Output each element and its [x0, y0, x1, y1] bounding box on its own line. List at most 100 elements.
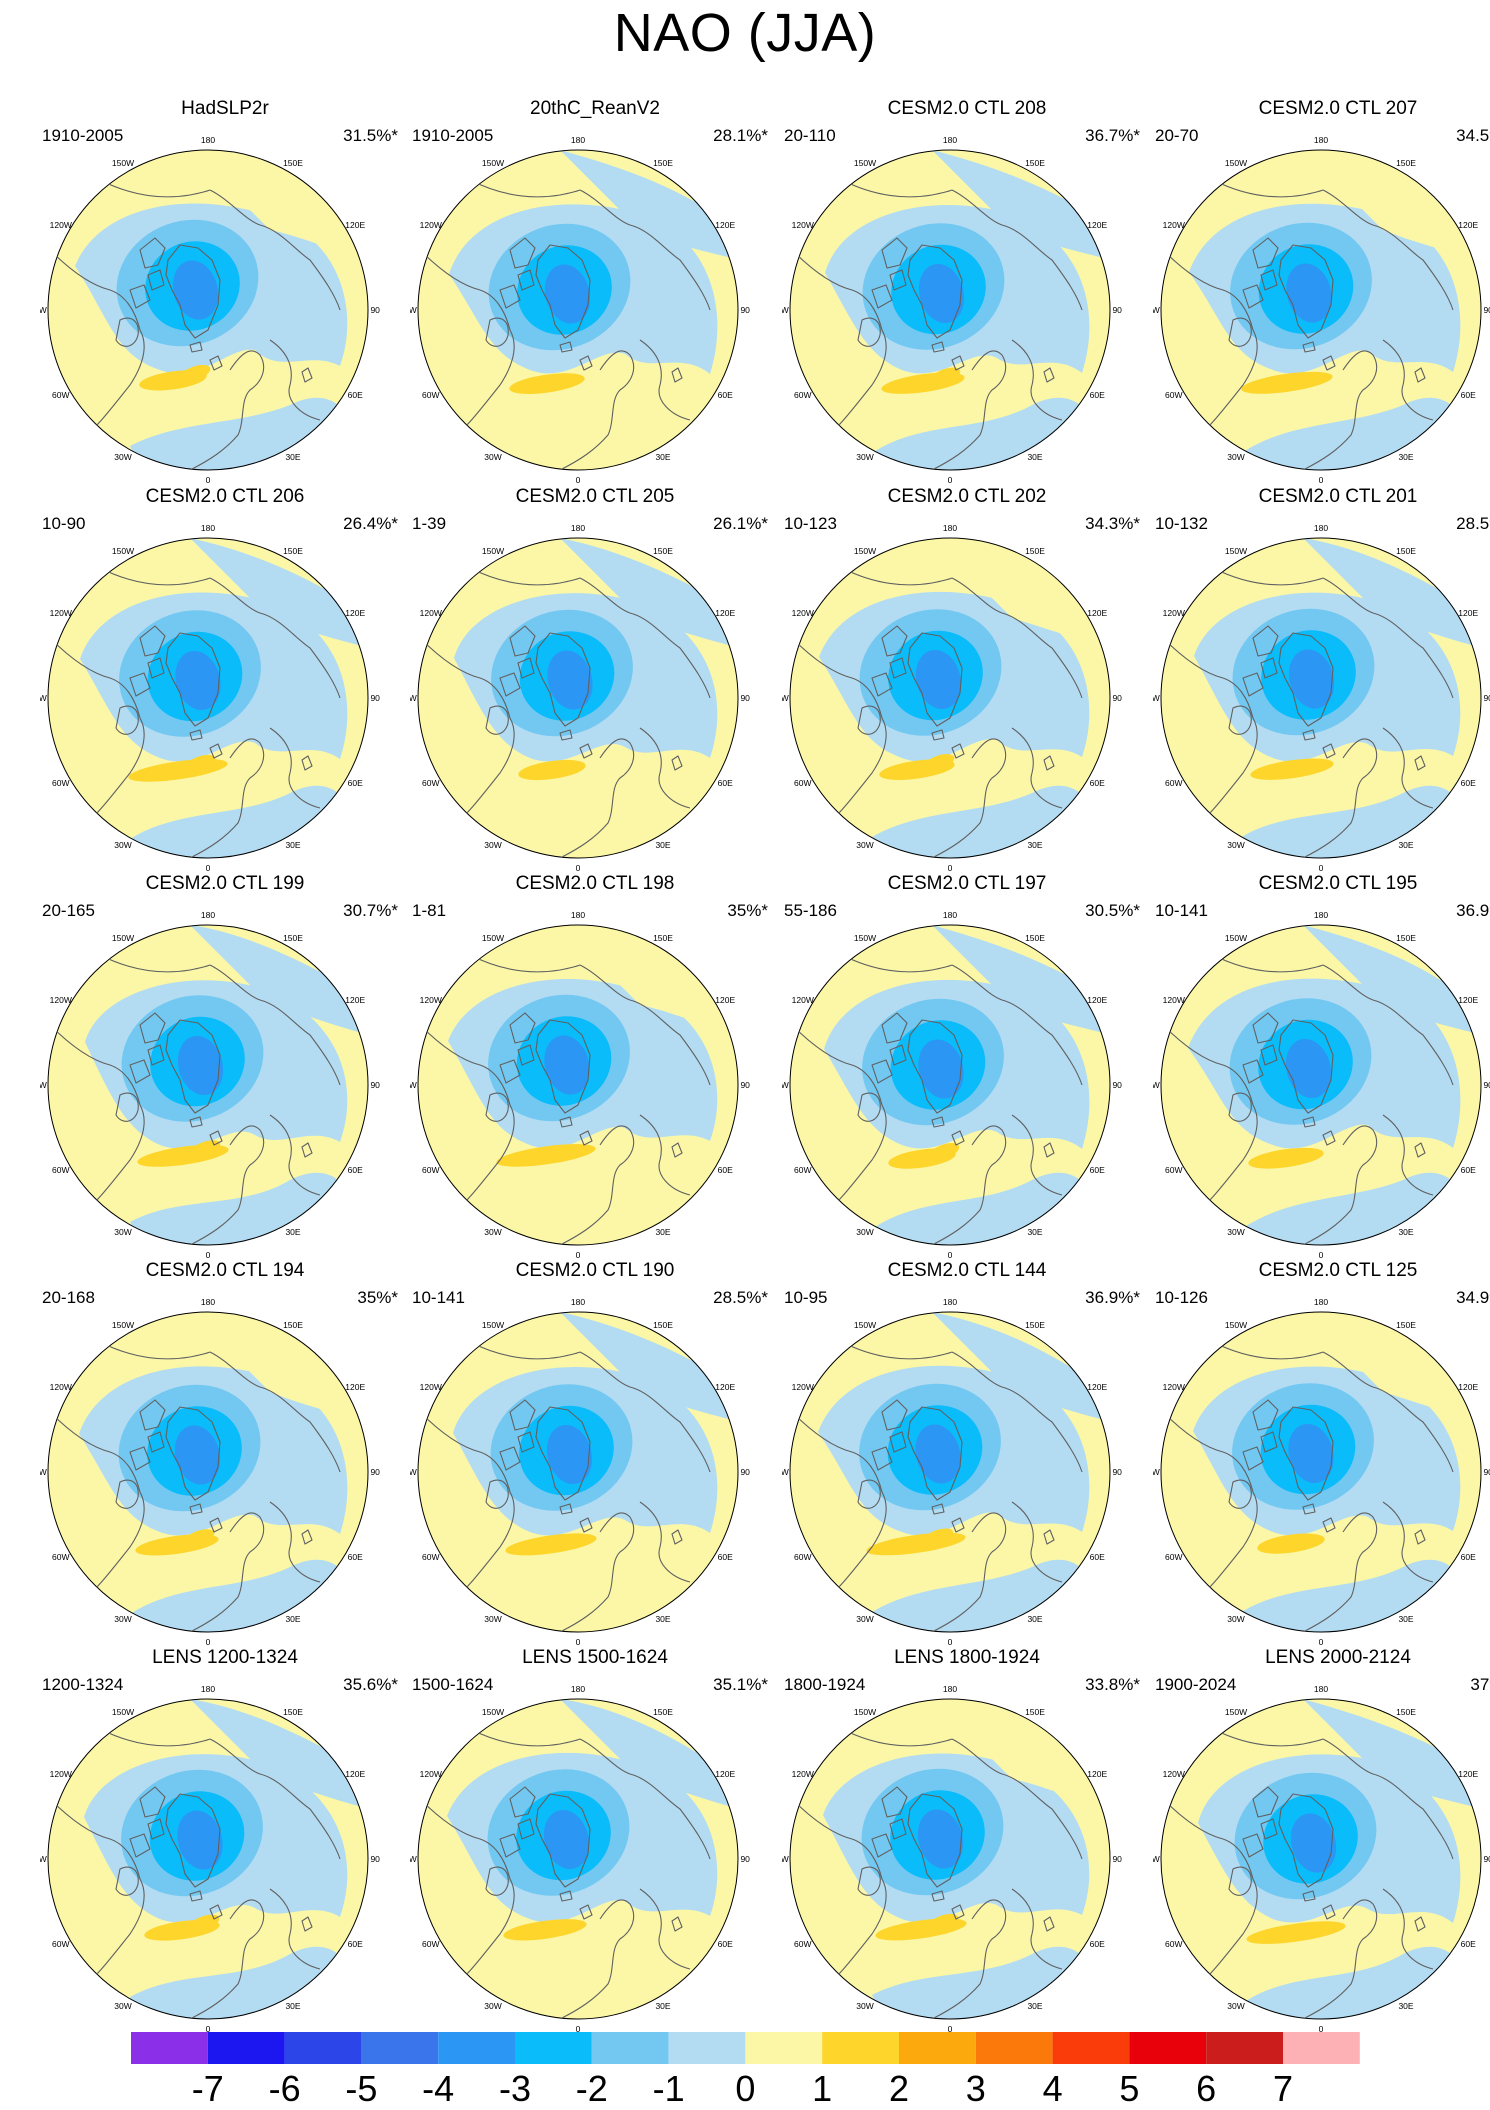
lon-label: 120W	[50, 1382, 72, 1392]
lon-label: 180	[1314, 910, 1328, 920]
lon-label: 90E	[740, 693, 750, 703]
map-panel: CESM2.0 CTL 207 20-70 34.5%* 180 150E 120E 90E…	[1153, 98, 1490, 485]
map-field	[1161, 1312, 1481, 1632]
polar-map: 180 150E 120E 90E 60E 30E 0 30W 60W 90W 120W 150W	[782, 1684, 1122, 2034]
lon-label: 90W	[40, 1854, 47, 1864]
lon-label: 30W	[1227, 840, 1244, 850]
lon-label: 120E	[345, 608, 365, 618]
panel-variance-explained: 35%*	[357, 1288, 398, 1307]
lon-label: 150W	[854, 158, 876, 168]
coastlines	[791, 1728, 1083, 2019]
panel-variance-explained: 31.5%*	[343, 126, 398, 145]
panel-variance-explained: 36.9%*	[1456, 901, 1490, 920]
panel-title: LENS 2000-2124	[1265, 1647, 1411, 1668]
lon-label: 150E	[1396, 1707, 1416, 1717]
lon-label: 60W	[422, 1552, 439, 1562]
map-field	[1161, 1699, 1481, 2019]
lon-label: 90E	[740, 1854, 750, 1864]
panel-period: 10-141	[1155, 901, 1208, 920]
polar-map: 180 150E 120E 90E 60E 30E 0 30W 60W 90W 120W 150W	[410, 135, 750, 485]
lon-label: 60W	[1165, 1552, 1182, 1562]
lon-label: 150E	[1396, 158, 1416, 168]
map-field	[790, 150, 1110, 470]
lon-label: 90W	[1153, 1854, 1160, 1864]
colorbar-tick-label: -4	[422, 2068, 455, 2109]
coastlines	[1162, 954, 1454, 1245]
lon-label: 60E	[718, 1939, 733, 1949]
lon-label: 30E	[1027, 840, 1042, 850]
lon-label: 30W	[1227, 1227, 1244, 1237]
coastlines	[49, 567, 341, 858]
lon-label: 180	[1314, 1684, 1328, 1694]
lon-label: 30W	[484, 2001, 501, 2011]
lon-label: 0	[206, 475, 211, 485]
polar-map: 180 150E 120E 90E 60E 30E 0 30W 60W 90W 120W 150W	[1153, 910, 1490, 1260]
lon-label: 30E	[1398, 1227, 1413, 1237]
panel-period: 1910-2005	[42, 126, 124, 145]
polar-map: 180 150E 120E 90E 60E 30E 0 30W 60W 90W 120W 150W	[410, 910, 750, 1260]
colorbar-swatch	[284, 2032, 362, 2064]
lon-label: 30W	[484, 1614, 501, 1624]
lon-label: 120E	[345, 1769, 365, 1779]
panel-title: HadSLP2r	[181, 98, 269, 119]
lon-label: 150W	[112, 546, 134, 556]
lon-label: 120W	[50, 1769, 72, 1779]
panel-period: 10-132	[1155, 514, 1208, 533]
coastlines	[419, 179, 711, 470]
lon-label: 90E	[1483, 1080, 1490, 1090]
lon-label: 60W	[1165, 1165, 1182, 1175]
lon-label: 150W	[482, 1320, 504, 1330]
lon-label: 150E	[653, 1707, 673, 1717]
coastlines	[49, 179, 341, 470]
panel-title: CESM2.0 CTL 125	[1258, 1260, 1418, 1281]
polar-map: 180 150E 120E 90E 60E 30E 0 30W 60W 90W 120W 150W	[40, 523, 380, 873]
lon-label: 60W	[422, 1165, 439, 1175]
lon-label: 60E	[718, 1552, 733, 1562]
panel-variance-explained: 34.9%*	[1456, 1288, 1490, 1307]
lon-label: 90E	[1112, 693, 1122, 703]
lon-label: 120W	[1163, 1769, 1185, 1779]
lon-label: 60E	[348, 1165, 363, 1175]
panel-period: 10-95	[784, 1288, 828, 1307]
lon-label: 120E	[1087, 1769, 1107, 1779]
colorbar-swatch	[438, 2032, 515, 2064]
lon-label: 180	[943, 523, 957, 533]
lon-label: 180	[571, 910, 585, 920]
lon-label: 60E	[348, 1552, 363, 1562]
lon-label: 30E	[655, 840, 670, 850]
colorbar-tick-label: -3	[498, 2068, 532, 2109]
lon-label: 150W	[482, 1707, 504, 1717]
map-panel: LENS 2000-2124 1900-2024 37%* 180 150E 120E 90…	[1153, 1647, 1490, 2034]
coastlines	[419, 567, 711, 858]
panel-variance-explained: 26.1%*	[713, 514, 768, 533]
panel-title: CESM2.0 CTL 202	[887, 486, 1047, 507]
lon-label: 60E	[718, 1165, 733, 1175]
colorbar-tick-label: -7	[191, 2068, 224, 2109]
panel-title: CESM2.0 CTL 207	[1258, 98, 1418, 119]
lon-label: 120E	[715, 608, 735, 618]
lon-label: 150W	[1225, 1707, 1247, 1717]
map-panel: LENS 1800-1924 1800-1924 33.8%* 180 150E 120E…	[782, 1647, 1152, 2034]
lon-label: 30E	[285, 1227, 300, 1237]
colorbar-tick-label: 0	[735, 2068, 756, 2109]
lon-label: 120W	[1163, 220, 1185, 230]
panel-title: LENS 1500-1624	[522, 1647, 668, 1668]
panel-period: 10-141	[412, 1288, 465, 1307]
lon-label: 30W	[1227, 452, 1244, 462]
lon-label: 90E	[1112, 1467, 1122, 1477]
lon-label: 60W	[1165, 778, 1182, 788]
lon-label: 90E	[740, 1080, 750, 1090]
map-field	[48, 150, 368, 470]
lon-label: 120E	[345, 995, 365, 1005]
coastlines	[1162, 1341, 1454, 1632]
colorbar-swatch	[822, 2032, 899, 2064]
lon-label: 60W	[422, 390, 439, 400]
lon-label: 150W	[1225, 158, 1247, 168]
lon-label: 0	[1319, 2024, 1324, 2034]
polar-map: 180 150E 120E 90E 60E 30E 0 30W 60W 90W 120W 150W	[1153, 523, 1490, 873]
lon-label: 150W	[482, 546, 504, 556]
panel-period: 10-90	[42, 514, 86, 533]
lon-label: 90E	[1112, 305, 1122, 315]
lon-label: 0	[948, 863, 953, 873]
lon-label: 150E	[1025, 933, 1045, 943]
